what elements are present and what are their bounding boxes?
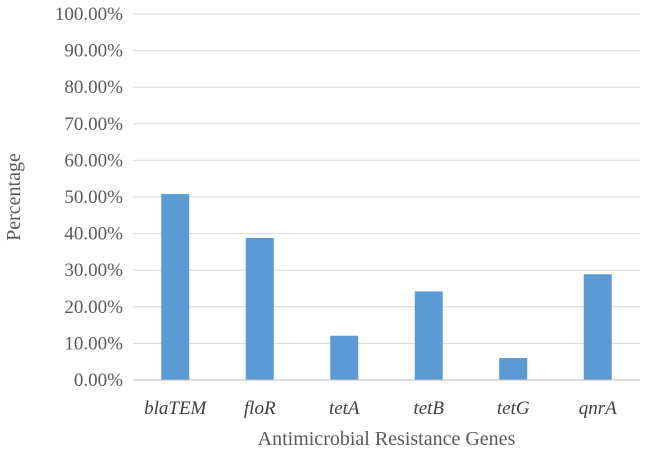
y-tick-label: 20.00% [64,297,123,318]
x-tick-label: tetA [329,398,360,419]
y-tick-label: 60.00% [64,150,123,171]
x-axis-ticks: blaTEM floR tetA tetB tetG qnrA [144,398,617,419]
y-tick-label: 40.00% [64,224,123,245]
bar [161,194,190,380]
bar [245,237,274,380]
y-axis-title: Percentage [3,153,25,241]
x-tick-label: floR [244,398,276,419]
x-tick-label: blaTEM [144,398,207,419]
gridlines [133,13,640,344]
bar [583,274,612,380]
y-axis-ticks: 0.00% 10.00% 20.00% 30.00% 40.00% 50.00% 60.00… [55,4,123,391]
y-tick-label: 70.00% [64,114,123,135]
y-tick-label: 100.00% [55,4,123,25]
y-tick-label: 10.00% [64,333,123,354]
y-tick-label: 50.00% [64,187,123,208]
x-axis-title: Antimicrobial Resistance Genes [258,428,516,450]
x-tick-label: tetG [497,398,530,419]
bar [330,335,359,380]
y-tick-label: 0.00% [74,370,123,391]
y-tick-label: 30.00% [64,260,123,281]
bar [499,358,528,380]
bars [161,194,612,380]
x-tick-label: tetB [413,398,444,419]
y-tick-label: 90.00% [64,41,123,62]
x-tick-label: qnrA [579,398,617,419]
y-tick-label: 80.00% [64,77,123,98]
bar [414,291,443,380]
